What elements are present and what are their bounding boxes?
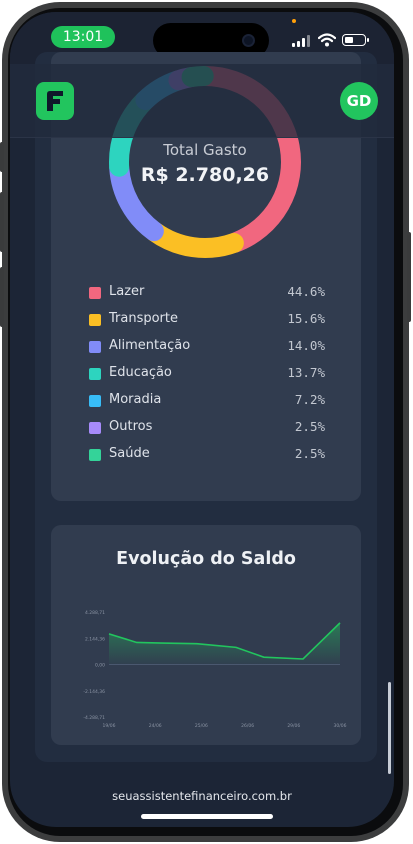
- legend-percent: 14.0%: [287, 338, 325, 353]
- legend-percent: 2.5%: [294, 446, 325, 461]
- legend-swatch: [89, 368, 101, 380]
- privacy-indicator: [292, 19, 296, 23]
- home-indicator[interactable]: [141, 814, 273, 819]
- donut-slice: [144, 221, 244, 258]
- legend-item[interactable]: Alimentação 14.0%: [89, 336, 325, 363]
- app-header: GD: [10, 64, 394, 138]
- balance-chart-title: Evolução do Saldo: [116, 549, 296, 569]
- screen: 13:01 Total Gasto R$ 2.780,26 Lazer 44.6…: [10, 12, 394, 827]
- legend-percent: 13.7%: [287, 365, 325, 380]
- camera-icon: [242, 34, 255, 47]
- y-tick-label: -2.144,36: [83, 689, 105, 695]
- legend-label: Alimentação: [109, 338, 191, 353]
- legend-item[interactable]: Lazer 44.6%: [89, 282, 325, 309]
- power-button: [407, 232, 411, 322]
- legend-item[interactable]: Moradia 7.2%: [89, 390, 325, 417]
- legend-label: Transporte: [109, 311, 178, 326]
- legend-percent: 15.6%: [287, 311, 325, 326]
- balance-chart: 4.288,71 2.144,36 0,00 -2.144,36 -4.288,71 19…: [83, 610, 347, 729]
- legend-label: Saúde: [109, 446, 150, 461]
- legend-label: Educação: [109, 365, 172, 380]
- legend-item[interactable]: Outros 2.5%: [89, 417, 325, 444]
- wifi-icon: [318, 33, 336, 47]
- signal-icon: [292, 35, 312, 47]
- legend-item[interactable]: Educação 13.7%: [89, 363, 325, 390]
- legend-swatch: [89, 449, 101, 461]
- footer-url[interactable]: seuassistentefinanceiro.com.br: [112, 789, 292, 803]
- y-tick-label: 4.288,71: [85, 610, 105, 616]
- scrollbar[interactable]: [388, 682, 391, 774]
- total-spent-label: Total Gasto: [163, 141, 247, 159]
- legend-label: Moradia: [109, 392, 162, 407]
- legend-percent: 7.2%: [294, 392, 325, 407]
- x-tick-label: 24/06: [149, 723, 162, 729]
- volume-up-button: [0, 192, 4, 252]
- legend-swatch: [89, 341, 101, 353]
- y-tick-label: 0,00: [95, 663, 105, 669]
- x-tick-label: 19/06: [103, 723, 116, 729]
- legend-label: Outros: [109, 419, 153, 434]
- battery-icon: [342, 34, 369, 46]
- y-tick-label: -4.288,71: [83, 715, 105, 721]
- balance-line: [108, 622, 341, 660]
- x-tick-label: 29/06: [287, 723, 300, 729]
- legend-label: Lazer: [109, 284, 145, 299]
- legend-item[interactable]: Transporte 15.6%: [89, 309, 325, 336]
- legend-swatch: [89, 395, 101, 407]
- legend-swatch: [89, 314, 101, 326]
- x-tick-label: 26/06: [241, 723, 254, 729]
- user-avatar[interactable]: GD: [340, 82, 378, 120]
- legend-swatch: [89, 287, 101, 299]
- app-logo-icon[interactable]: [36, 82, 74, 120]
- legend-item[interactable]: Saúde 2.5%: [89, 444, 325, 471]
- status-time: 13:01: [51, 26, 115, 48]
- legend-percent: 2.5%: [294, 419, 325, 434]
- silent-switch: [0, 142, 4, 172]
- balance-evolution-card: Evolução do Saldo 4.288,71 2.144,36 0,00 -2…: [51, 525, 361, 745]
- x-tick-label: 25/06: [195, 723, 208, 729]
- x-tick-label: 30/06: [334, 723, 347, 729]
- total-spent-value: R$ 2.780,26: [140, 164, 270, 186]
- legend-swatch: [89, 422, 101, 434]
- volume-down-button: [0, 267, 4, 327]
- category-legend: Lazer 44.6% Transporte 15.6% Alimentação…: [89, 282, 325, 471]
- balance-area: [109, 622, 340, 665]
- legend-percent: 44.6%: [287, 284, 325, 299]
- y-tick-label: 2.144,36: [85, 636, 105, 642]
